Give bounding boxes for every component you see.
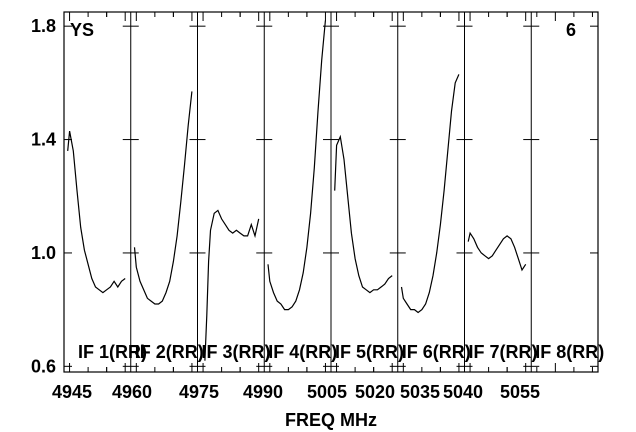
panel-label: IF 2(RR) [135,342,204,362]
panel-label: IF 3(RR) [202,342,271,362]
series-line-panel-3 [204,209,260,361]
y-tick-labels: 0.6 1.0 1.4 1.8 [31,16,56,376]
panel-label: IF 6(RR) [402,342,471,362]
panel-label: IF 8(RR) [535,342,604,362]
y-tick-label: 0.6 [31,356,56,376]
series-lines [67,20,527,361]
panel-label: IF 1(RR) [78,342,147,362]
x-axis-title: FREQ MHz [285,410,377,430]
series-line-panel-6 [400,74,460,314]
y-tick-label: 1.4 [31,130,56,150]
x-axis-ticks [69,12,593,372]
x-tick-label: 5005 [307,382,347,402]
panel-labels: IF 1(RR)IF 2(RR)IF 3(RR)IF 4(RR)IF 5(RR)… [78,342,604,362]
corner-label-right: 6 [566,20,576,40]
corner-label-left: YS [70,20,94,40]
x-tick-label: 5035 [400,382,440,402]
series-line-panel-1 [67,130,126,294]
series-line-panel-2 [133,91,193,305]
panel-label: IF 4(RR) [268,342,337,362]
x-tick-label: 4945 [52,382,92,402]
y-tick-label: 1.8 [31,16,56,36]
y-tick-label: 1.0 [31,243,56,263]
x-tick-labels: 4945 4960 4975 4990 5005 5020 5035 5040 5055 [52,382,540,402]
x-tick-label: 5040 [443,382,483,402]
x-tick-label: 4975 [179,382,219,402]
x-tick-label: 5020 [355,382,395,402]
y-axis-ticks [64,25,598,367]
series-line-panel-7 [467,231,527,272]
series-line-panel-4 [267,20,326,311]
panel-dividers [130,12,532,372]
panel-label: IF 7(RR) [469,342,538,362]
x-tick-label: 4990 [243,382,283,402]
panel-label: IF 5(RR) [335,342,404,362]
x-tick-label: 5055 [500,382,540,402]
x-tick-label: 4960 [112,382,152,402]
series-line-panel-5 [334,134,393,294]
